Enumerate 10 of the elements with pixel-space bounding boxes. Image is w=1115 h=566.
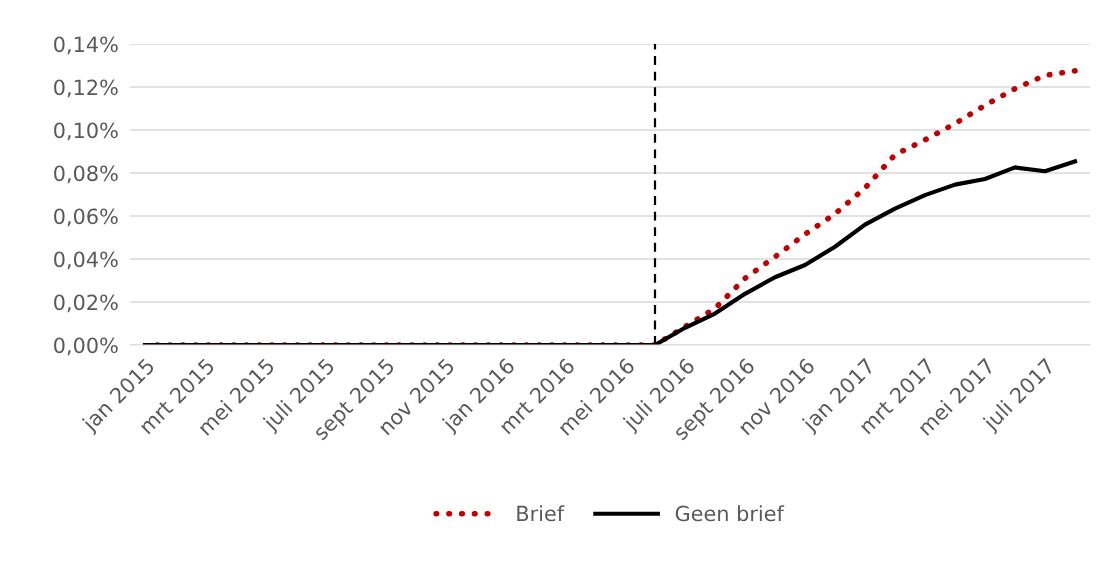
legend-label: Geen brief xyxy=(675,505,785,522)
y-tick-label: 0,02% xyxy=(54,294,118,313)
y-tick-label: 0,10% xyxy=(54,122,118,141)
y-tick-label: 0,04% xyxy=(54,251,118,270)
y-tick-label: 0,00% xyxy=(54,337,118,356)
legend-label: Brief xyxy=(517,505,565,522)
y-tick-label: 0,08% xyxy=(54,165,118,184)
y-tick-label: 0,14% xyxy=(54,36,118,55)
y-tick-label: 0,06% xyxy=(54,208,118,227)
y-tick-label: 0,12% xyxy=(54,79,118,98)
